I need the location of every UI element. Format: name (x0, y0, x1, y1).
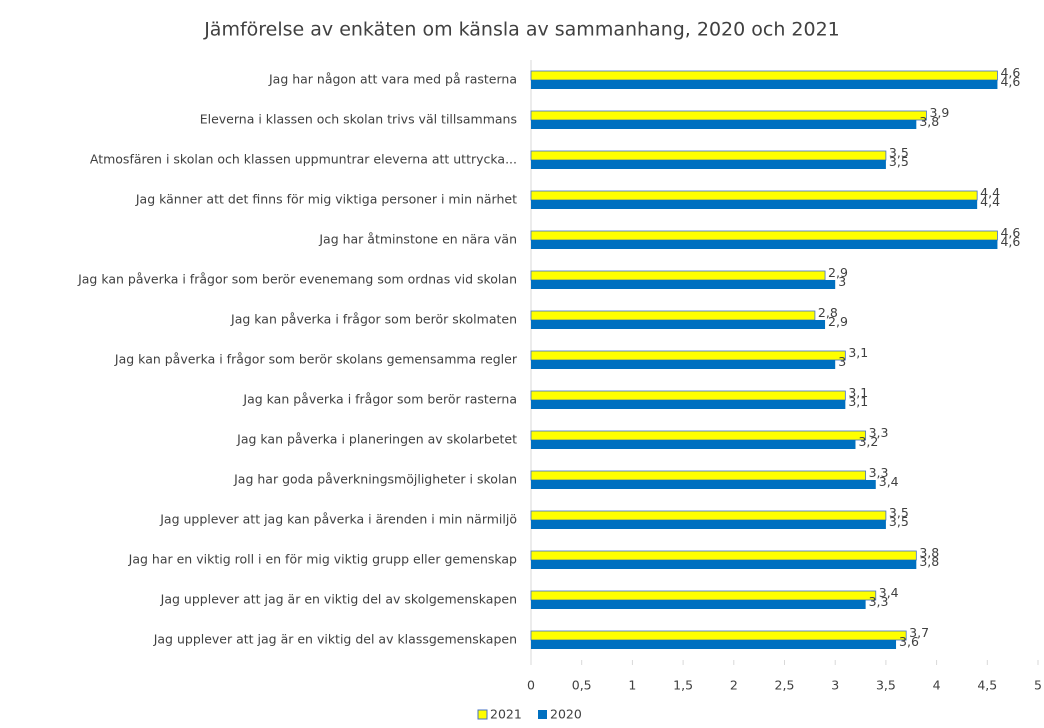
y-tick-label: Jag kan påverka i planeringen av skolarb… (236, 432, 517, 447)
value-label: 3,3 (869, 425, 889, 440)
value-label: 4,6 (1000, 225, 1020, 240)
bar (531, 640, 897, 649)
bar (531, 360, 836, 369)
value-label: 4,6 (1000, 234, 1020, 249)
bar (530, 510, 887, 521)
value-label: 2,9 (828, 265, 848, 280)
legend-label: 2020 (550, 707, 582, 722)
bar (530, 150, 887, 161)
value-label: 3,3 (869, 465, 889, 480)
x-tick-label: 0 (527, 678, 535, 693)
value-label: 3,4 (879, 474, 899, 489)
x-tick-label: 1 (628, 678, 636, 693)
bar (530, 190, 978, 201)
bar (530, 110, 927, 121)
x-tick-label: 1,5 (673, 678, 693, 693)
y-tick-label: Jag upplever att jag är en viktig del av… (160, 592, 517, 607)
bar (531, 240, 998, 249)
y-tick-label: Jag har goda påverkningsmöjligheter i sk… (233, 472, 517, 487)
value-label: 3,5 (889, 514, 909, 529)
bar (531, 320, 826, 329)
value-label: 3 (838, 354, 846, 369)
bar (531, 80, 998, 89)
x-tick-label: 4 (933, 678, 941, 693)
value-label: 3,8 (919, 554, 939, 569)
value-label: 3,6 (899, 634, 919, 649)
bar (530, 310, 816, 321)
bar (530, 430, 867, 441)
bar (531, 560, 917, 569)
y-tick-label: Jag kan påverka i frågor som berör evene… (77, 272, 517, 287)
legend-swatch (538, 710, 547, 719)
y-tick-label: Jag kan påverka i frågor som berör skolm… (230, 312, 517, 327)
bar (531, 120, 917, 129)
bar (531, 280, 836, 289)
bar (530, 590, 877, 601)
value-label: 3,4 (879, 585, 899, 600)
y-tick-label: Atmosfären i skolan och klassen uppmuntr… (90, 152, 517, 167)
y-tick-label: Jag upplever att jag kan påverka i ärend… (159, 512, 517, 527)
x-tick-label: 5 (1034, 678, 1042, 693)
value-label: 3,1 (848, 394, 868, 409)
bar (530, 350, 846, 361)
bar (531, 440, 856, 449)
value-label: 4,6 (1000, 74, 1020, 89)
value-label: 3,5 (889, 505, 909, 520)
value-label: 4,6 (1000, 65, 1020, 80)
legend-swatch (477, 709, 488, 720)
x-tick-label: 3 (831, 678, 839, 693)
y-tick-label: Jag kan påverka i frågor som berör skola… (114, 352, 518, 367)
value-label: 4,4 (980, 185, 1000, 200)
x-tick-label: 4,5 (977, 678, 997, 693)
value-label: 3,9 (929, 105, 949, 120)
value-label: 3,8 (919, 545, 939, 560)
y-tick-label: Jag upplever att jag är en viktig del av… (153, 632, 517, 647)
value-label: 3,5 (889, 145, 909, 160)
value-label: 3,2 (858, 434, 878, 449)
x-tick-label: 3,5 (876, 678, 896, 693)
y-tick-label: Eleverna i klassen och skolan trivs väl … (200, 112, 517, 127)
bar (530, 550, 917, 561)
bar (531, 200, 978, 209)
x-tick-label: 2,5 (775, 678, 795, 693)
y-tick-label: Jag har någon att vara med på rasterna (268, 72, 517, 87)
value-label: 2,8 (818, 305, 838, 320)
x-tick-label: 0,5 (572, 678, 592, 693)
legend-label: 2021 (490, 707, 522, 722)
y-tick-label: Jag har åtminstone en nära vän (318, 232, 517, 247)
bar (530, 470, 867, 481)
bar (531, 600, 866, 609)
y-tick-label: Jag kan påverka i frågor som berör raste… (242, 392, 517, 407)
bar (530, 630, 907, 641)
bar (531, 400, 846, 409)
value-label: 2,9 (828, 314, 848, 329)
value-label: 3,5 (889, 154, 909, 169)
value-label: 4,4 (980, 194, 1000, 209)
bar (530, 390, 846, 401)
value-label: 3,1 (848, 385, 868, 400)
bar (531, 480, 876, 489)
value-label: 3,1 (848, 345, 868, 360)
value-label: 3,7 (909, 625, 929, 640)
value-label: 3,8 (919, 114, 939, 129)
y-tick-label: Jag har en viktig roll i en för mig vikt… (128, 552, 517, 567)
chart-title: Jämförelse av enkäten om känsla av samma… (203, 19, 840, 41)
y-tick-label: Jag känner att det finns för mig viktiga… (135, 192, 517, 207)
bar (530, 70, 998, 81)
x-tick-label: 2 (730, 678, 738, 693)
bar (530, 270, 826, 281)
bar (530, 230, 998, 241)
value-label: 3 (838, 274, 846, 289)
value-label: 3,3 (869, 594, 889, 609)
bar (531, 520, 886, 529)
bar (531, 160, 886, 169)
